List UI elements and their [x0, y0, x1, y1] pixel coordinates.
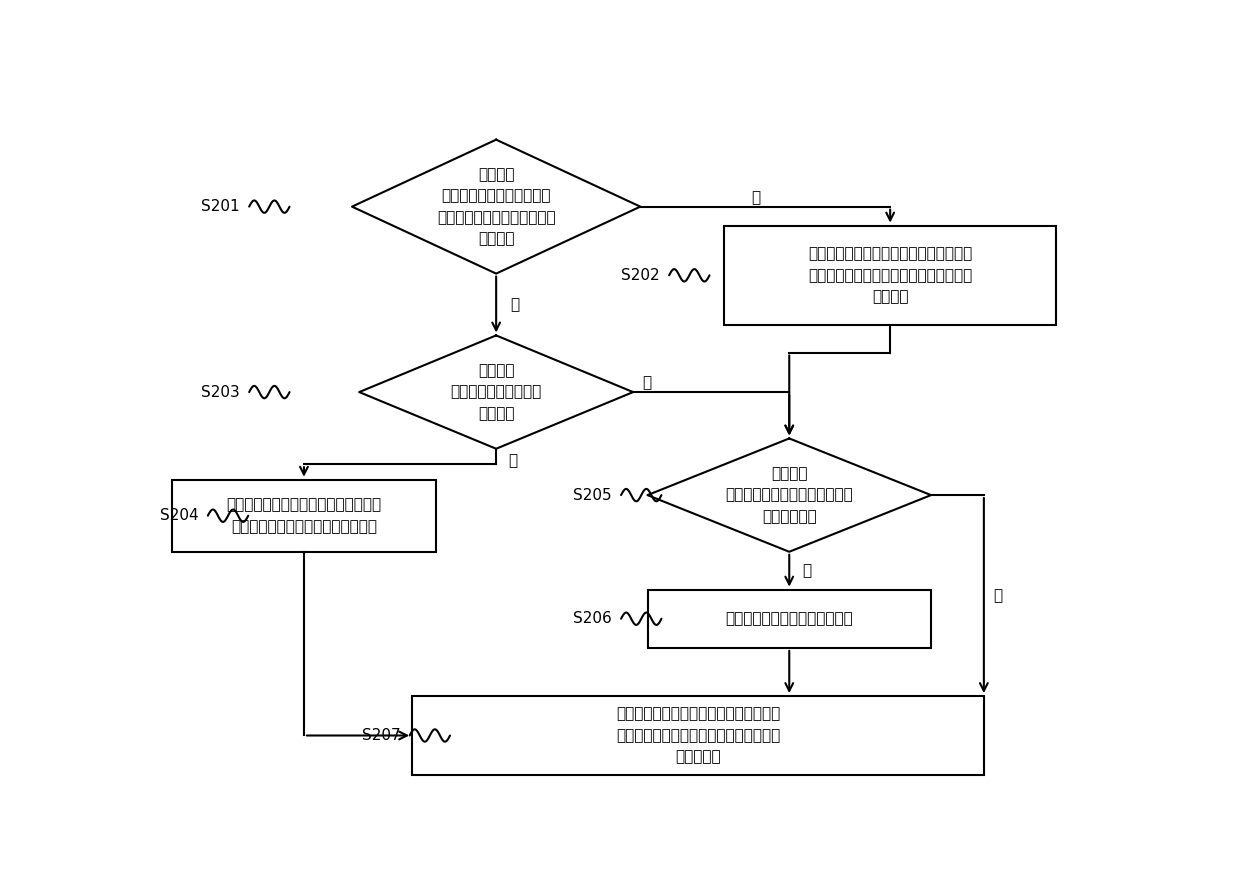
Text: 将空闲列表中的一个回滚段作为第一滚
段，并将空闲列表中的该回滚段删除: 将空闲列表中的一个回滚段作为第一滚 段，并将空闲列表中的该回滚段删除: [227, 498, 382, 534]
Polygon shape: [352, 140, 640, 274]
Text: 否: 否: [802, 563, 811, 578]
Text: 是: 是: [751, 190, 760, 205]
Text: 是: 是: [508, 454, 518, 468]
Bar: [647, 590, 931, 648]
Text: 是: 是: [993, 588, 1003, 603]
Text: S201: S201: [201, 199, 239, 214]
Polygon shape: [647, 439, 931, 552]
Text: S202: S202: [621, 268, 660, 283]
Text: S203: S203: [201, 384, 239, 400]
Text: 判断空闲
列表中是否存在至少一
个回滚段: 判断空闲 列表中是否存在至少一 个回滚段: [450, 363, 542, 421]
Text: S207: S207: [362, 728, 401, 743]
Polygon shape: [360, 335, 634, 449]
Text: S204: S204: [160, 508, 198, 524]
Bar: [724, 226, 1056, 325]
Text: S205: S205: [573, 488, 611, 502]
Text: 进行清理算法，并在进行了清理算法之后
的空闲列表中，确定任意一个回滚段作为
第一回滚段: 进行清理算法，并在进行了清理算法之后 的空闲列表中，确定任意一个回滚段作为 第一…: [616, 706, 780, 764]
Text: 否: 否: [511, 297, 520, 312]
Text: 否: 否: [642, 376, 652, 391]
Text: S206: S206: [573, 611, 611, 626]
Text: 当数据库
系统接收到第一事务时，判
断重用列表中是否包括至少一
个回滚段: 当数据库 系统接收到第一事务时，判 断重用列表中是否包括至少一 个回滚段: [436, 167, 556, 246]
Text: 创建新增回滚段作为第一回滚段: 创建新增回滚段作为第一回滚段: [725, 611, 853, 626]
Text: 判断数据
库系统中的全部回滚段的数量是
否已达到上限: 判断数据 库系统中的全部回滚段的数量是 否已达到上限: [725, 466, 853, 524]
Text: 确定重用列表中最先存储的回滚段为第一
回滚段，并在重用列表中删除该最先存储
的回滚段: 确定重用列表中最先存储的回滚段为第一 回滚段，并在重用列表中删除该最先存储 的回…: [808, 246, 972, 304]
Bar: [412, 696, 983, 775]
Bar: [172, 480, 436, 552]
